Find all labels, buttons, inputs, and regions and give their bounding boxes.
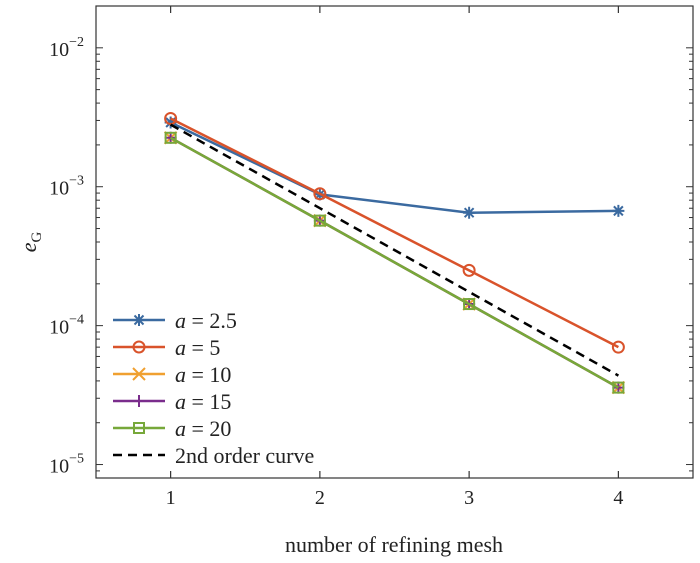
legend-var: a — [175, 416, 186, 441]
y-tick-label-base: 10 — [49, 317, 69, 339]
x-tick-label-2: 2 — [315, 487, 325, 509]
legend-label-1: a = 5 — [175, 335, 220, 360]
y-tick-label: 10−4 — [49, 313, 84, 339]
series-layer — [163, 111, 626, 395]
marker-x — [132, 367, 146, 381]
legend-eq: = 2.5 — [186, 308, 237, 333]
marker-asterisk — [133, 314, 145, 326]
legend-label-2: a = 10 — [175, 362, 231, 387]
y-axis-label: eG — [16, 232, 45, 253]
x-tick-label-1: 1 — [166, 487, 176, 509]
series-1 — [164, 111, 625, 354]
y-tick-label: 10−3 — [49, 174, 84, 200]
axes-layer: 1 2 3 410−510−410−310−2 — [49, 5, 693, 509]
series-4 — [164, 131, 625, 394]
marker-square — [463, 298, 476, 311]
y-tick-label-exp: −2 — [69, 35, 84, 50]
legend-box — [108, 298, 368, 466]
marker-circle — [164, 111, 178, 125]
series-line-0 — [170, 121, 619, 214]
marker-circle — [462, 263, 476, 277]
marker-asterisk — [612, 204, 625, 217]
y-tick-label-base: 10 — [49, 39, 69, 61]
marker-asterisk — [164, 116, 177, 129]
marker-circle — [611, 340, 625, 354]
y-tick-label: 10−2 — [49, 35, 84, 61]
legend-label-5: 2nd order curve — [175, 443, 314, 468]
legend-var: a — [175, 389, 186, 414]
legend-eq: = 15 — [186, 389, 231, 414]
marker-plus — [133, 395, 145, 407]
legend-var: a — [175, 335, 186, 360]
marker-circle — [313, 187, 327, 201]
marker-square — [133, 422, 145, 434]
legend-label-0: a = 2.5 — [175, 308, 237, 333]
legend-label-3: a = 15 — [175, 389, 231, 414]
y-axis-label-main: e — [16, 242, 41, 252]
y-tick-label-base: 10 — [49, 178, 69, 200]
legend-eq: = 5 — [186, 335, 220, 360]
legend-eq: = 20 — [186, 416, 231, 441]
y-tick-label-exp: −3 — [69, 174, 84, 189]
y-tick-label-exp: −5 — [69, 452, 84, 467]
marker-square — [164, 131, 177, 144]
series-5 — [169, 123, 620, 377]
series-line-1 — [170, 117, 619, 349]
y-tick-label: 10−5 — [49, 452, 84, 478]
legend-eq: 2nd order curve — [175, 443, 314, 468]
marker-square — [612, 381, 625, 394]
series-line-5 — [169, 123, 620, 377]
legend-var: a — [175, 362, 186, 387]
legend-var: a — [175, 308, 186, 333]
series-0 — [164, 116, 625, 219]
series-line-4 — [169, 136, 620, 389]
marker-circle — [132, 340, 146, 354]
legend-eq: = 10 — [186, 362, 231, 387]
x-tick-label-4: 4 — [613, 487, 623, 509]
x-tick-label-3: 3 — [464, 487, 474, 509]
y-axis-label-sub: G — [29, 232, 45, 243]
legend-label-4: a = 20 — [175, 416, 231, 441]
y-tick-label-exp: −4 — [69, 313, 84, 328]
x-axis-label: number of refining mesh — [285, 532, 503, 557]
marker-asterisk — [463, 206, 476, 219]
marker-square — [313, 214, 326, 227]
y-tick-label-base: 10 — [49, 456, 69, 478]
